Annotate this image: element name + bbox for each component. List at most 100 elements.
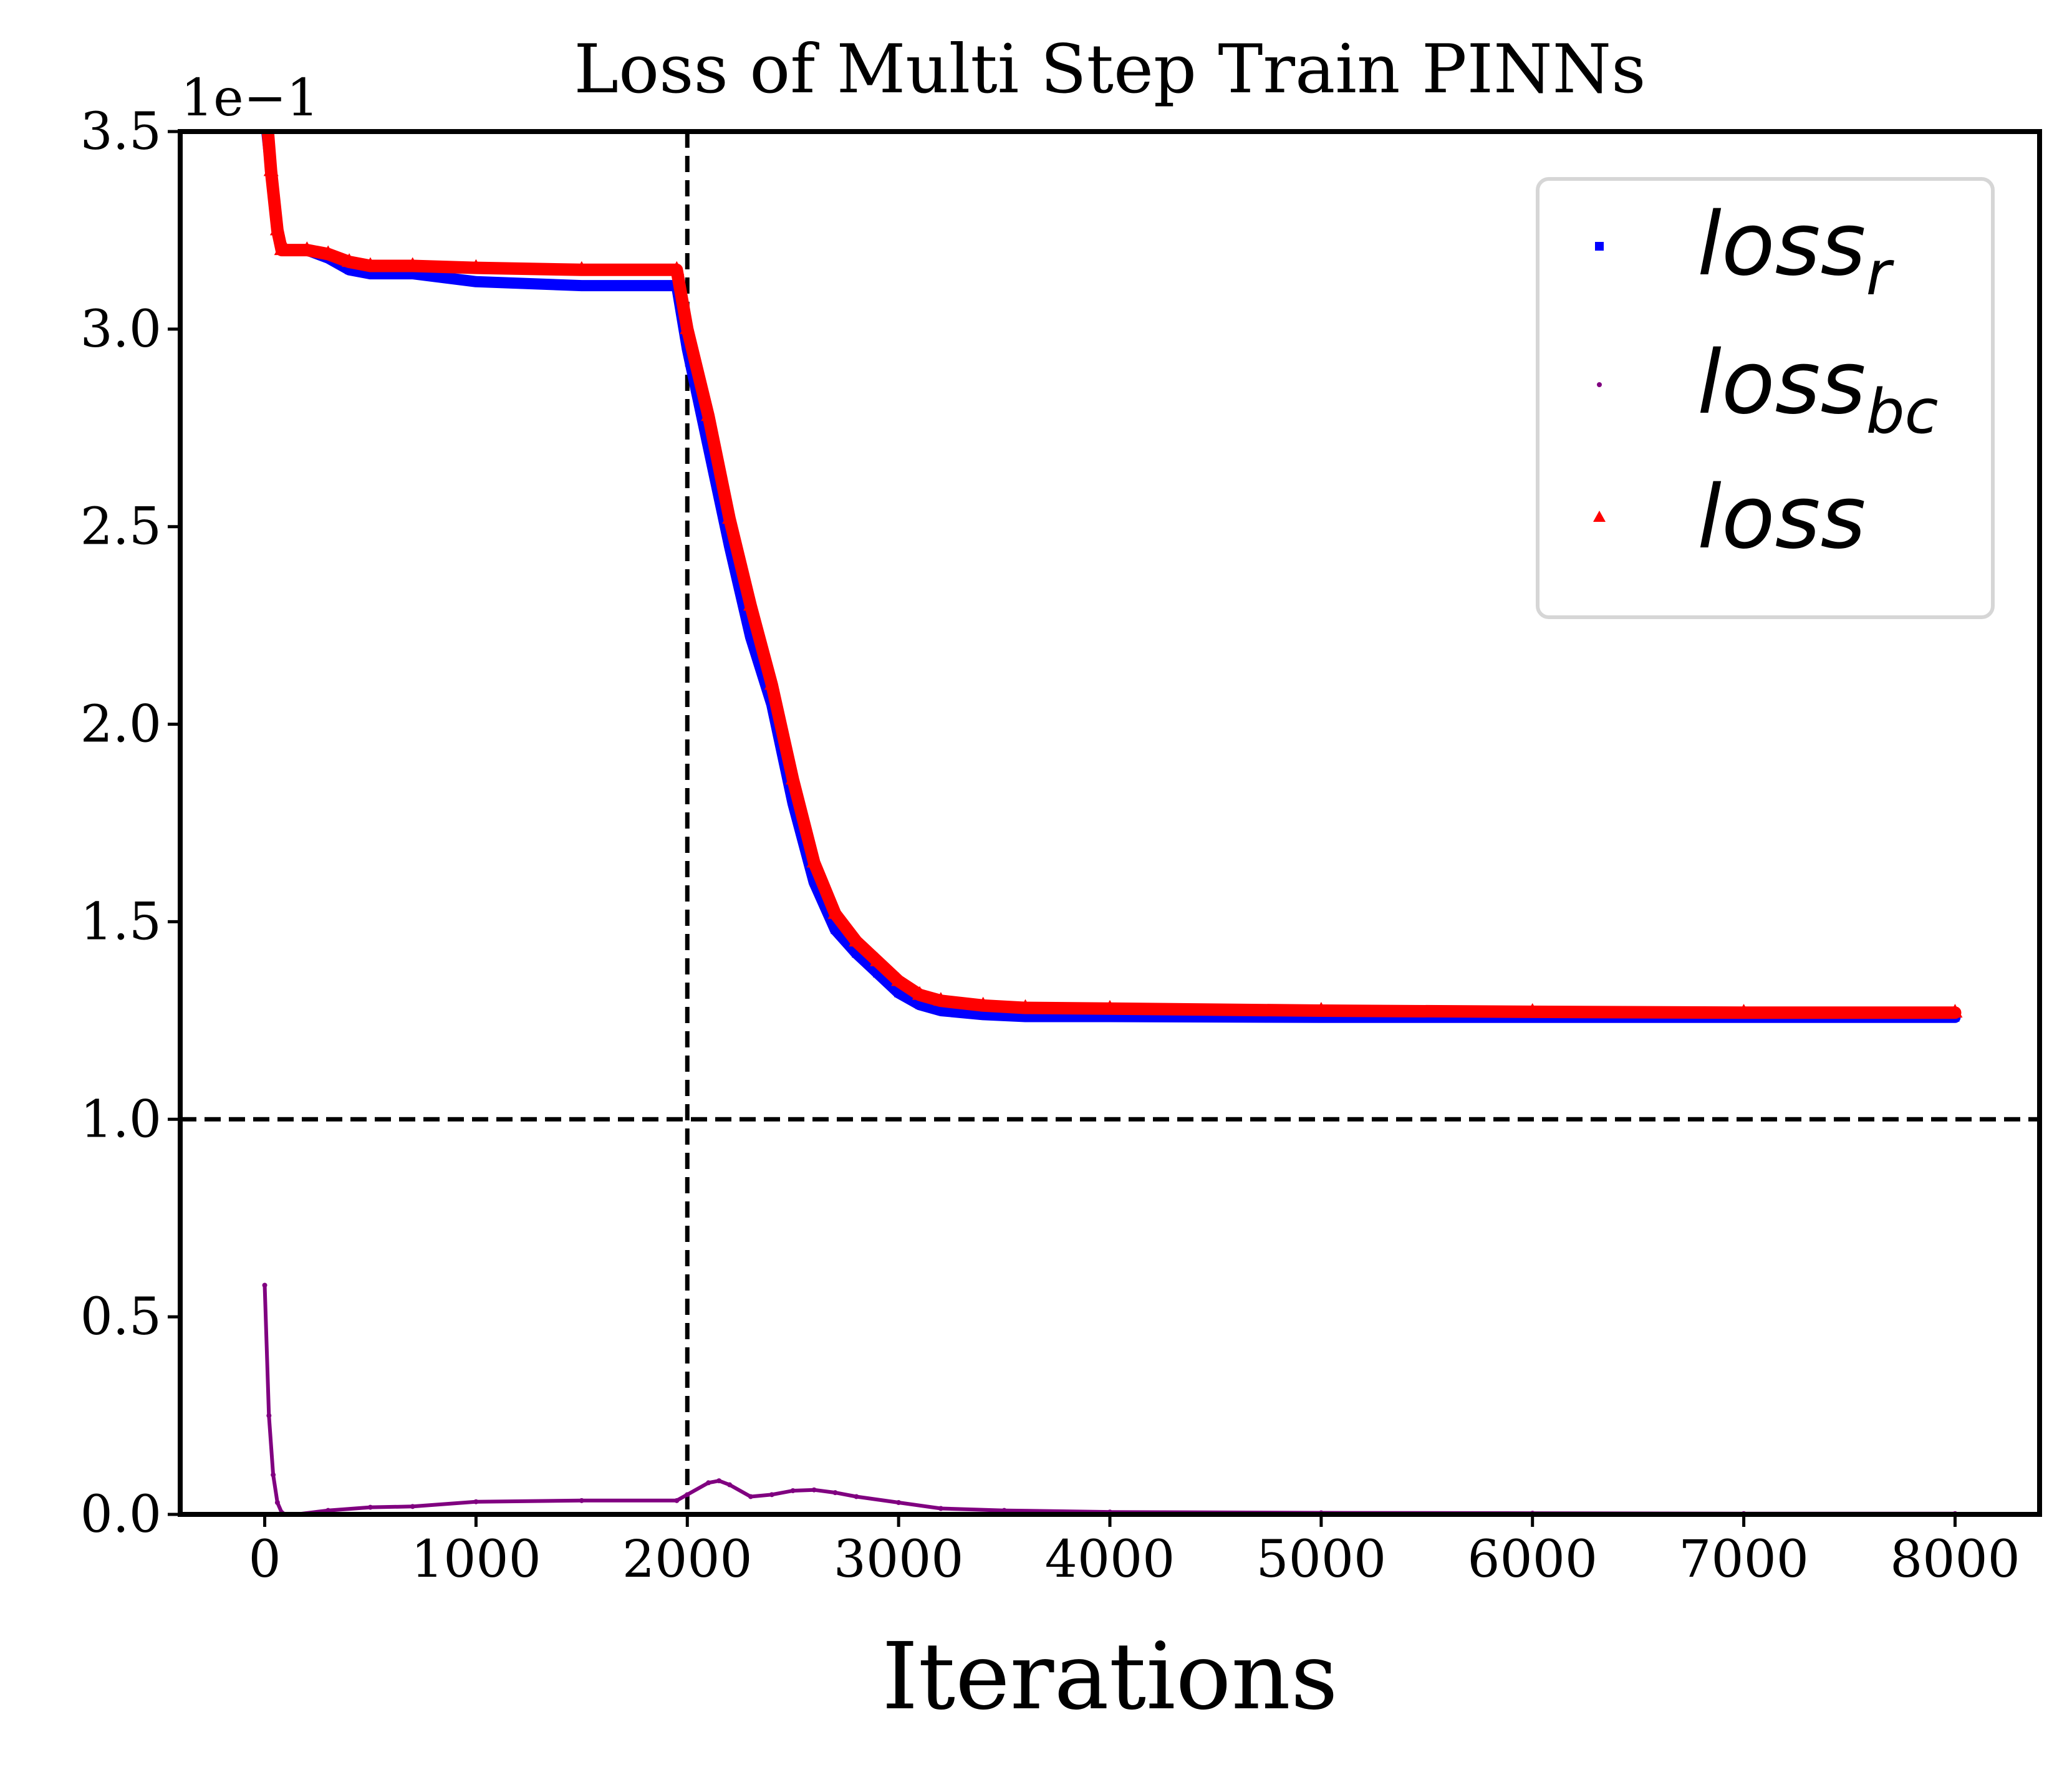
legend-marker-loss: [1593, 511, 1606, 522]
data-point-loss: [975, 996, 991, 1011]
y-tick-label: 0.5: [80, 1287, 161, 1347]
data-point-loss: [1947, 1004, 1963, 1018]
data-point-loss: [891, 972, 907, 986]
data-point-loss: [743, 597, 758, 611]
x-tick-label: 2000: [622, 1530, 753, 1589]
data-point-loss: [870, 952, 885, 966]
y-axis: 0.0 0.5 1.0 1.5 2.0 2.5 3.0 3.5: [80, 102, 180, 1544]
data-point-loss_r: [577, 281, 586, 291]
legend-label-subscript: bc: [1866, 377, 1938, 448]
data-point-loss_bc: [410, 1504, 415, 1509]
data-point-loss_bc: [716, 1478, 722, 1484]
x-tick-label: 0: [248, 1530, 281, 1589]
data-point-loss_bc: [790, 1488, 796, 1493]
legend-label-loss_bc: lossbc: [1697, 332, 1939, 448]
data-point-loss_bc: [748, 1494, 753, 1499]
legend-label-main: loss: [1697, 467, 1866, 569]
x-axis: 0 1000 2000 3000 4000 5000 6000 7000 8000: [248, 1514, 2020, 1589]
x-axis-label: Iterations: [882, 1623, 1338, 1730]
data-point-loss: [405, 257, 420, 271]
data-point-loss: [574, 261, 589, 275]
data-point-loss_bc: [896, 1499, 902, 1505]
plot-area: [180, 132, 2040, 1514]
legend-label-loss_r: lossr: [1697, 194, 1894, 309]
x-tick-label: 1000: [411, 1530, 541, 1589]
data-point-loss: [722, 510, 738, 524]
data-point-loss_r: [915, 1000, 925, 1009]
legend-marker-loss_r: [1595, 242, 1604, 251]
data-point-loss_bc: [674, 1498, 680, 1503]
data-point-loss_bc: [854, 1494, 859, 1499]
x-tick-label: 7000: [1679, 1530, 1809, 1589]
data-point-loss: [849, 933, 864, 947]
legend-box: [1536, 177, 1995, 619]
data-point-loss_r: [471, 277, 481, 286]
y-tick-label: 1.5: [80, 892, 161, 951]
data-point-loss_bc: [271, 1472, 276, 1478]
data-point-loss_bc: [938, 1506, 943, 1511]
data-point-loss_bc: [685, 1492, 690, 1498]
x-tick-label: 3000: [834, 1530, 964, 1589]
y-tick-label: 2.5: [80, 498, 161, 557]
data-point-loss_bc: [579, 1498, 584, 1503]
legend-label-loss: loss: [1697, 467, 1866, 569]
data-point-loss: [278, 241, 294, 256]
data-point-loss: [320, 245, 336, 259]
legend-label-main: loss: [1697, 332, 1866, 434]
data-point-loss_bc: [367, 1504, 373, 1510]
data-point-loss: [1018, 999, 1033, 1013]
data-point-loss: [299, 241, 315, 256]
data-point-loss_bc: [832, 1490, 838, 1496]
data-point-loss_r: [936, 1006, 945, 1016]
x-tick-label: 4000: [1045, 1530, 1175, 1589]
data-point-loss_bc: [706, 1480, 711, 1486]
x-tick-label: 6000: [1467, 1530, 1597, 1589]
data-point-loss: [1313, 1002, 1329, 1016]
data-point-loss: [1525, 1003, 1540, 1017]
data-point-loss_bc: [262, 1282, 267, 1288]
legend-label-subscript: r: [1866, 238, 1894, 309]
data-point-loss: [912, 986, 928, 1000]
data-point-loss_bc: [1001, 1508, 1007, 1513]
data-point-loss_bc: [274, 1499, 280, 1505]
data-point-loss: [933, 992, 948, 1006]
y-tick-label: 1.0: [80, 1090, 161, 1149]
x-tick-label: 8000: [1890, 1530, 2020, 1589]
chart-title: Loss of Multi Step Train PINNs: [574, 31, 1646, 108]
legend-label-main: loss: [1697, 194, 1866, 296]
data-point-loss: [764, 676, 779, 690]
data-point-loss: [1102, 999, 1117, 1014]
data-point-loss_r: [978, 1010, 988, 1019]
data-point-loss_r: [831, 925, 840, 935]
data-point-loss: [806, 854, 822, 868]
data-point-loss: [785, 771, 801, 785]
data-point-loss: [669, 261, 685, 275]
data-point-loss_bc: [811, 1487, 817, 1493]
y-tick-label: 3.5: [80, 102, 161, 161]
data-point-loss: [342, 253, 357, 267]
data-point-loss_r: [1021, 1012, 1030, 1021]
data-point-loss: [701, 407, 716, 421]
y-tick-label: 2.0: [80, 695, 161, 754]
y-tick-label: 0.0: [80, 1485, 161, 1544]
y-tick-label: 3.0: [80, 300, 161, 359]
data-point-loss_bc: [769, 1492, 774, 1498]
legend-marker-loss_bc: [1597, 382, 1602, 387]
data-point-loss: [362, 257, 378, 271]
plot-frame: [178, 129, 2042, 1517]
data-point-loss: [263, 162, 279, 176]
data-point-loss: [1736, 1004, 1752, 1018]
data-point-loss_bc: [473, 1499, 479, 1504]
data-point-loss_r: [894, 988, 903, 998]
data-point-loss: [827, 905, 843, 919]
data-point-loss_bc: [727, 1482, 733, 1488]
data-point-loss_bc: [266, 1413, 272, 1418]
data-point-loss: [680, 320, 695, 334]
y-offset-label: 1e−1: [181, 69, 319, 128]
x-tick-label: 5000: [1256, 1530, 1387, 1589]
data-point-loss: [269, 221, 285, 236]
data-point-loss_bc: [325, 1508, 331, 1513]
plot-clip-group: [180, 132, 2040, 1514]
